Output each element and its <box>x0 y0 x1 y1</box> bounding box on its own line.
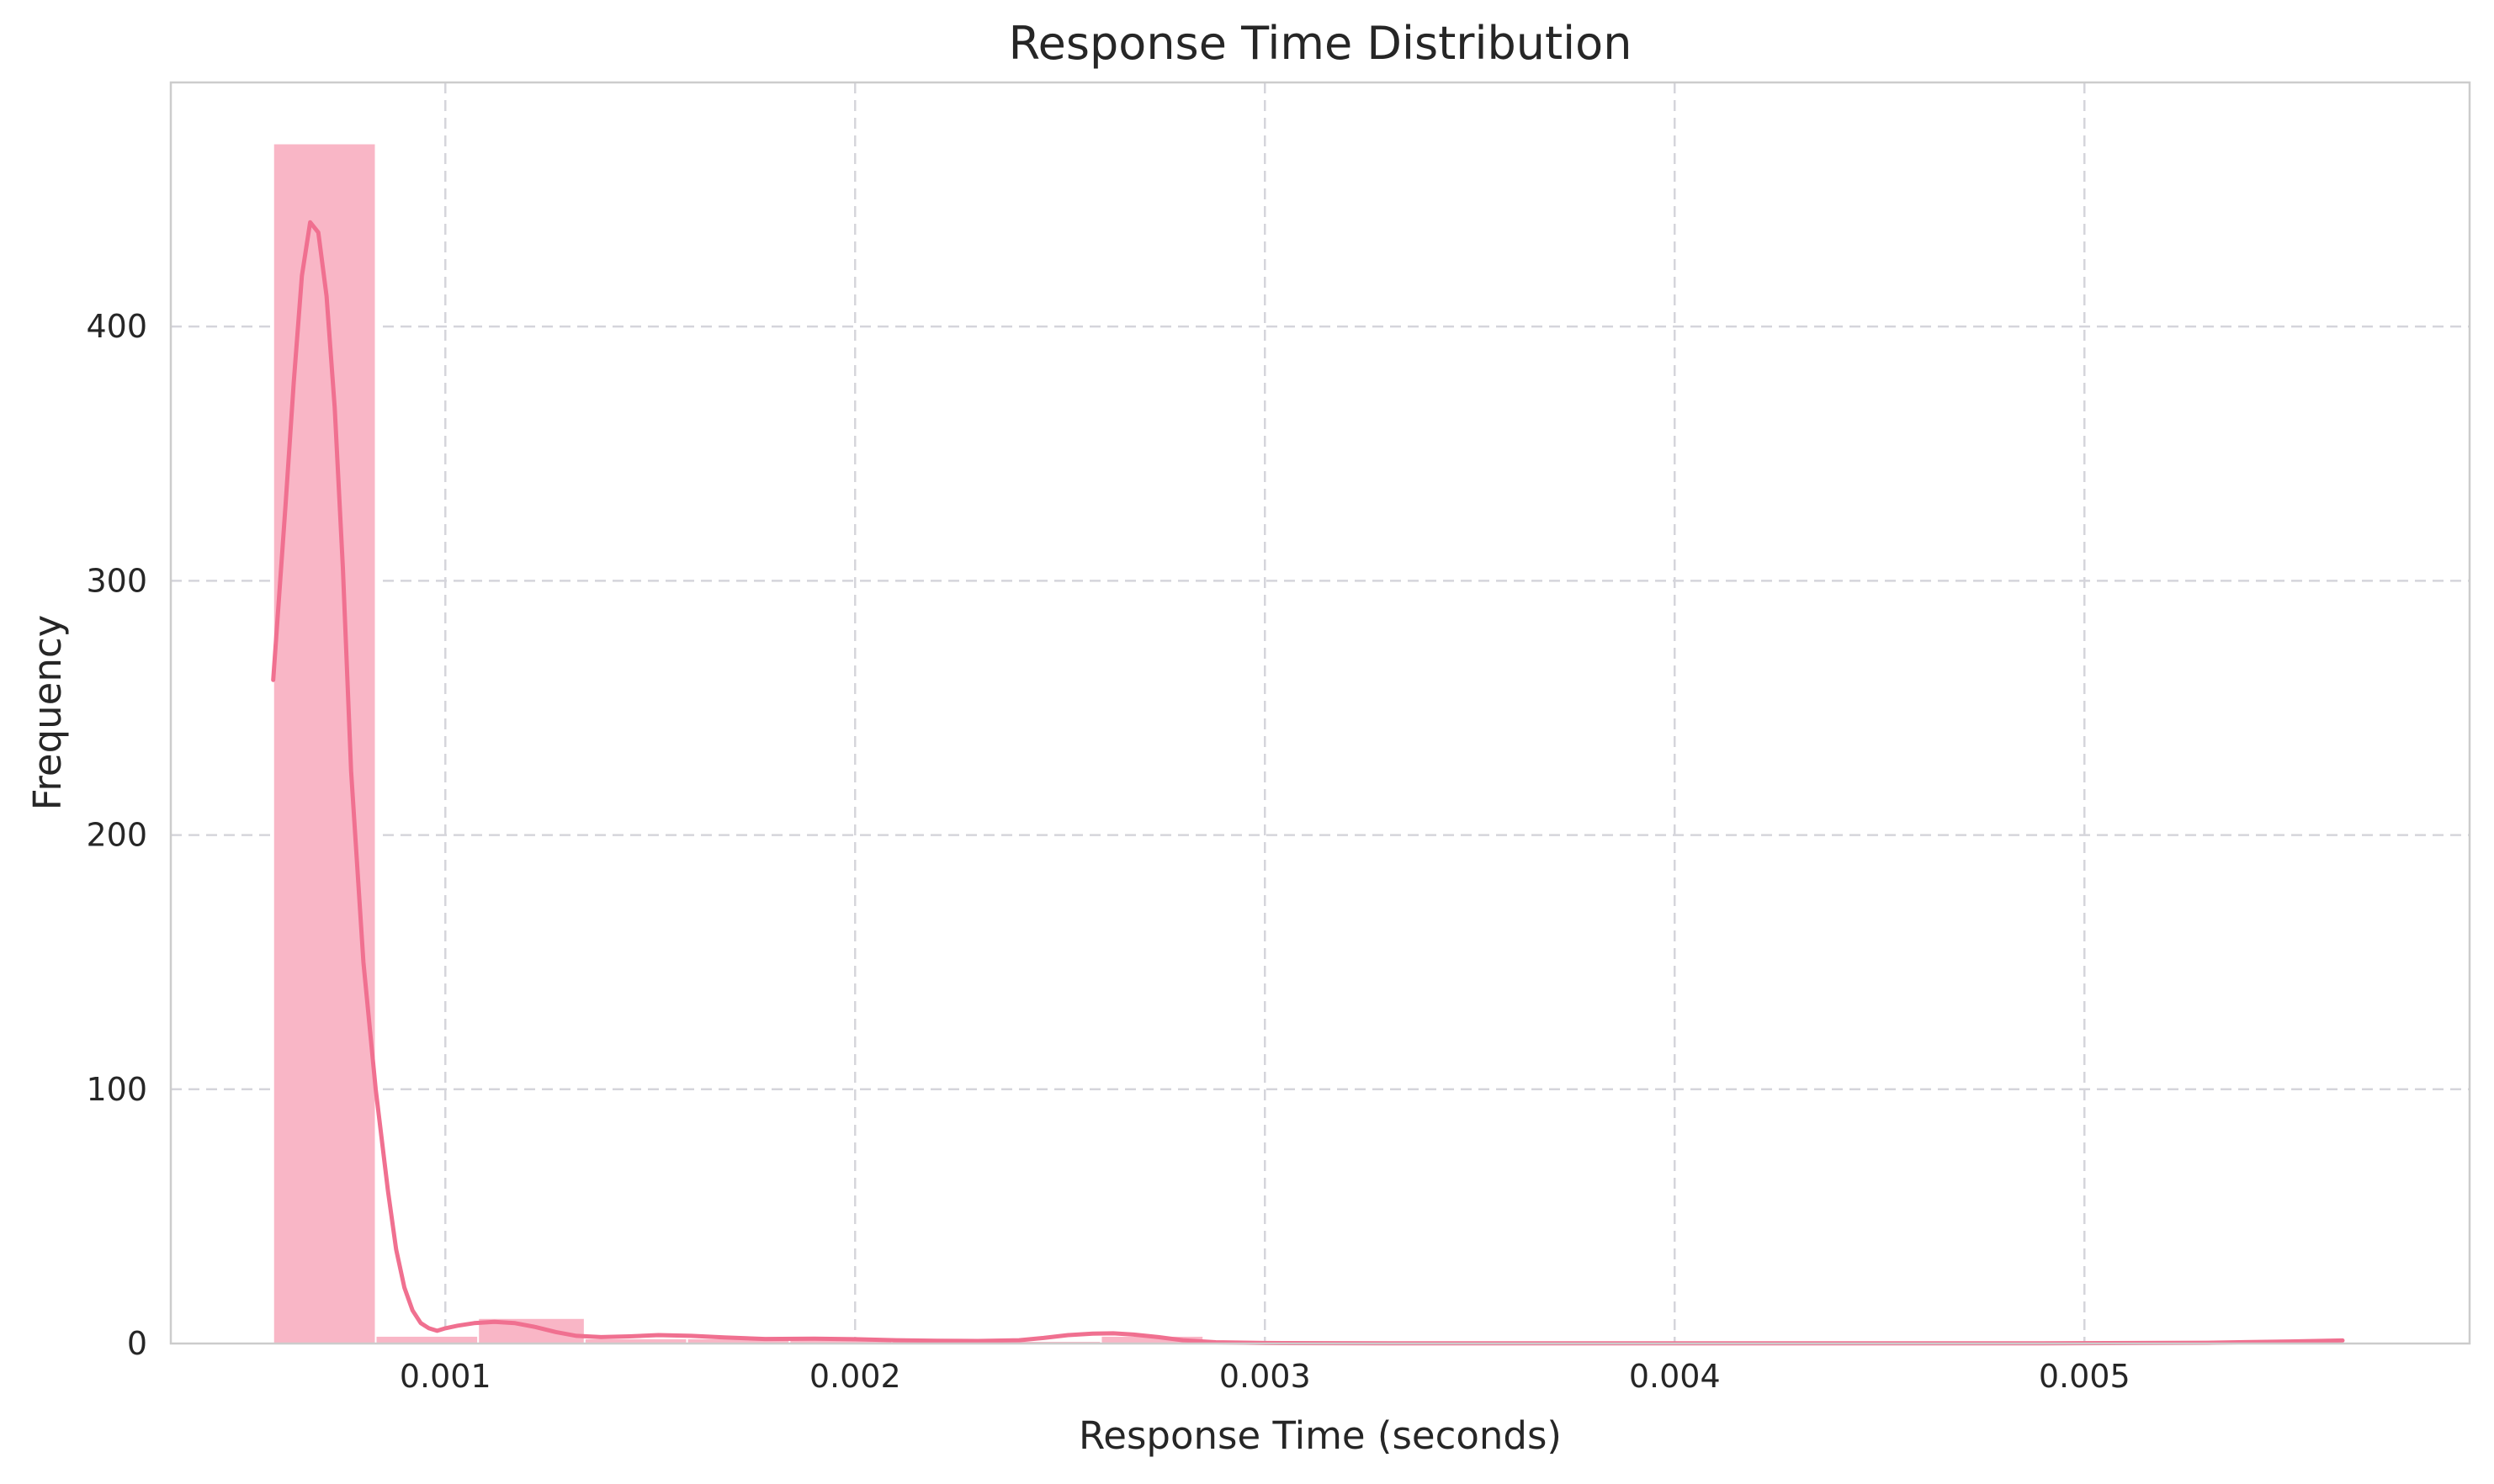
x-tick-label: 0.004 <box>1629 1358 1721 1395</box>
x-axis-ticks: 0.001 0.002 0.003 0.004 0.005 <box>400 1358 2131 1395</box>
y-tick-label: 300 <box>86 562 147 599</box>
y-axis-ticks: 0 100 200 300 400 <box>86 308 147 1362</box>
plot-frame <box>169 81 2471 1345</box>
y-tick-label: 100 <box>86 1071 147 1108</box>
x-tick-label: 0.002 <box>809 1358 901 1395</box>
chart-title: Response Time Distribution <box>1009 17 1632 70</box>
histogram-bar-0 <box>272 142 377 1345</box>
histogram-bars <box>272 142 2344 1345</box>
y-tick-label: 400 <box>86 308 147 345</box>
kde-curve <box>271 220 2345 1346</box>
y-tick-label: 0 <box>127 1325 147 1362</box>
x-tick-label: 0.005 <box>2039 1358 2131 1395</box>
kde-curve-layer <box>271 220 2345 1346</box>
x-tick-label: 0.001 <box>400 1358 491 1395</box>
x-axis-label: Response Time (seconds) <box>1079 1413 1562 1458</box>
grid-lines <box>171 82 2470 1344</box>
y-axis-label: Frequency <box>25 615 70 810</box>
x-tick-label: 0.003 <box>1219 1358 1311 1395</box>
histogram-bar-1 <box>374 1334 480 1345</box>
y-tick-label: 200 <box>86 817 147 854</box>
